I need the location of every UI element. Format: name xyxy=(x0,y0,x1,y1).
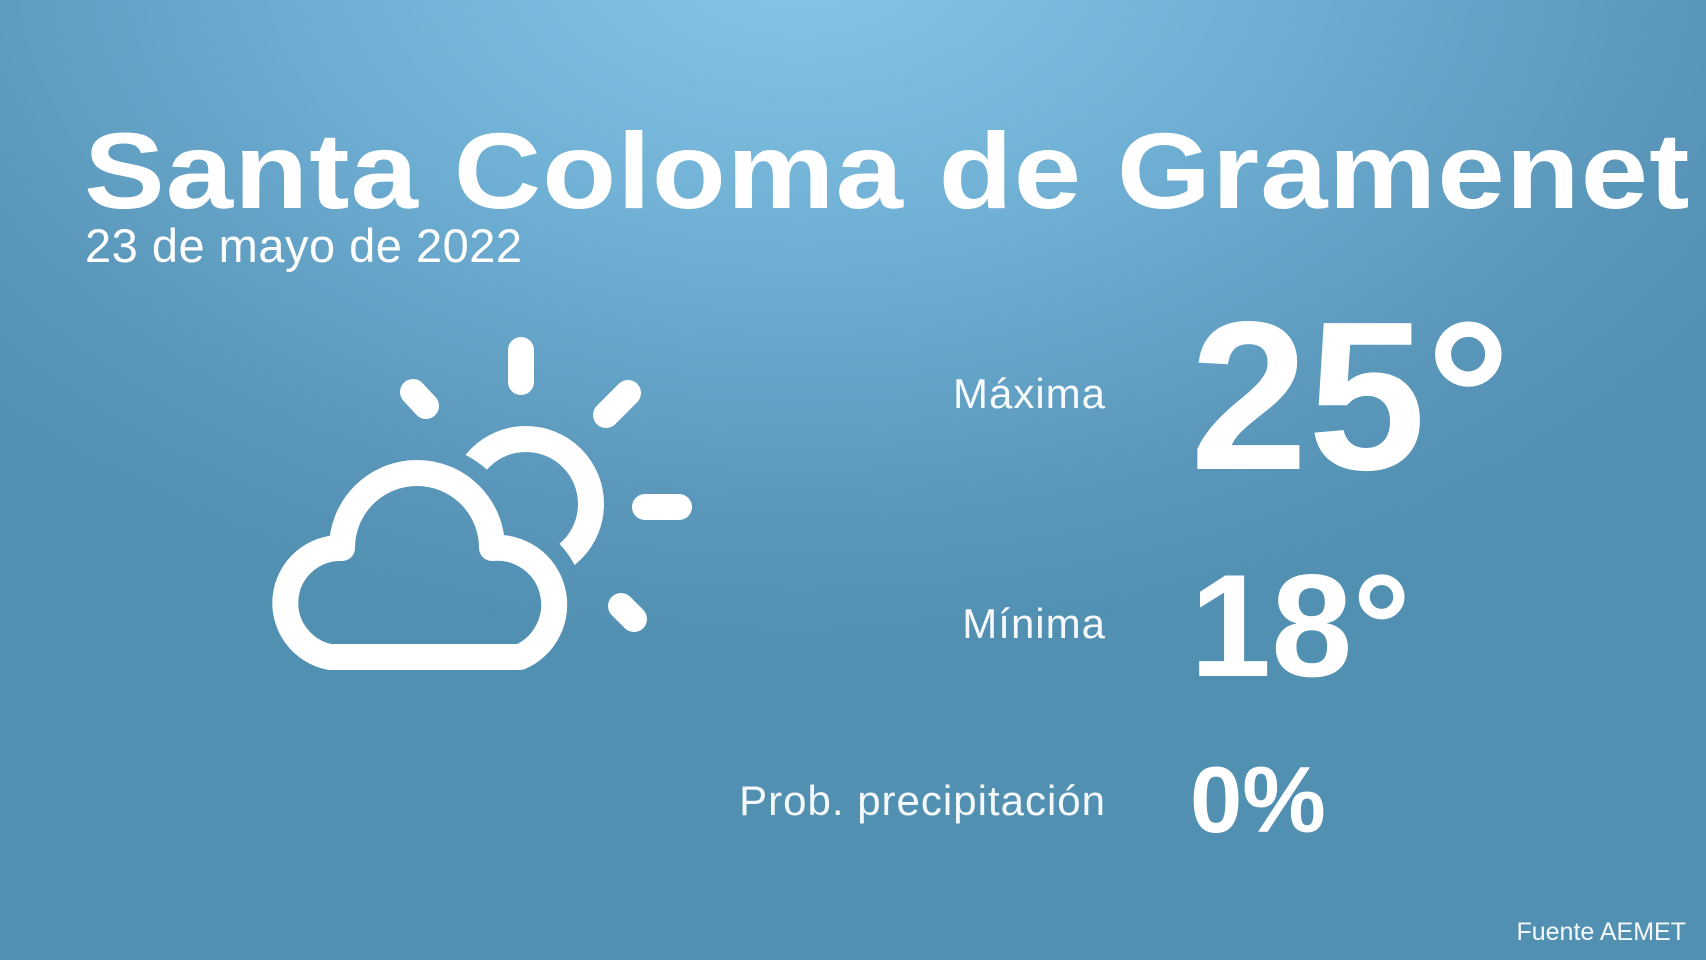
precipitation-value: 0% xyxy=(1190,747,1326,852)
min-label: Mínima xyxy=(962,600,1106,647)
precipitation-label: Prob. precipitación xyxy=(739,777,1106,824)
city-title: Santa Coloma de Gramenet xyxy=(84,110,1691,231)
max-label: Máxima xyxy=(952,370,1106,417)
max-temperature: 25° xyxy=(1190,277,1511,514)
min-temperature: 18° xyxy=(1190,544,1411,707)
source-credit: Fuente AEMET xyxy=(1516,918,1686,946)
forecast-date: 23 de mayo de 2022 xyxy=(85,219,523,272)
